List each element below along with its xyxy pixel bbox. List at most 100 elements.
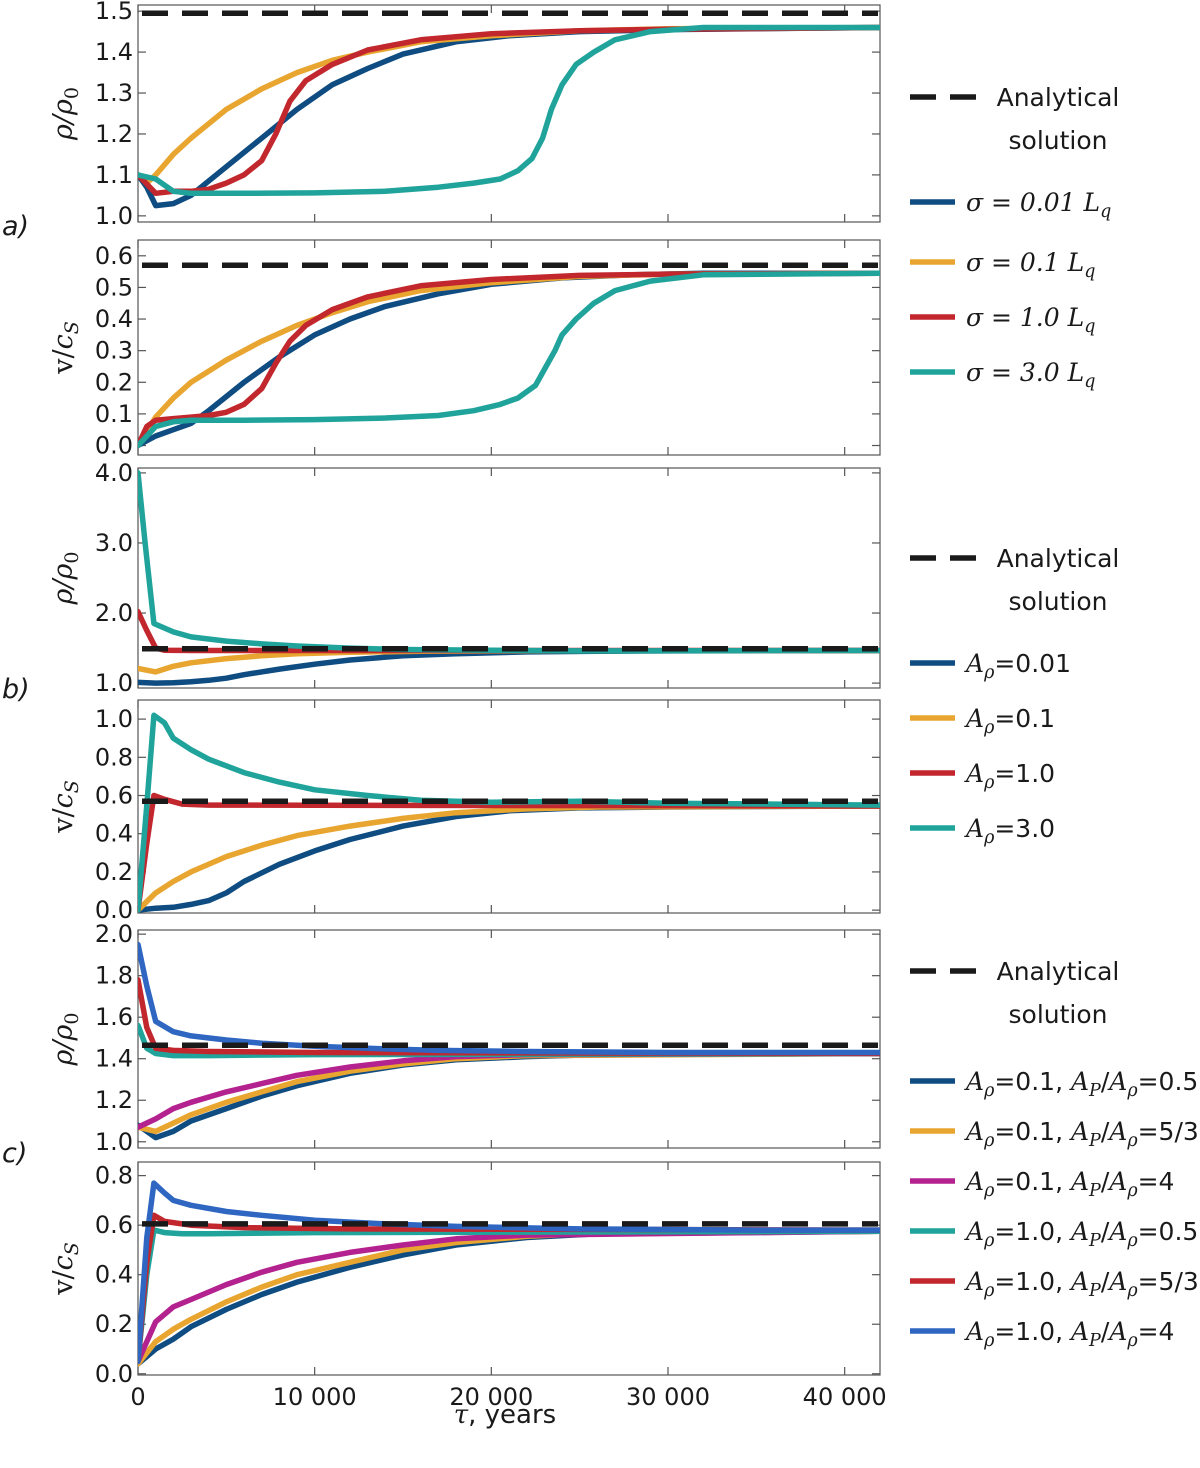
group-label: b): [2, 674, 30, 705]
legend-label: Analytical: [997, 544, 1120, 573]
legend-label: σ = 0.1 Lq​: [966, 248, 1095, 282]
legend-item: Analytical solution: [910, 957, 1119, 1029]
series-line: [138, 1227, 880, 1365]
y-tick-label: 2.0: [95, 599, 133, 627]
series-line: [138, 1228, 880, 1365]
y-tick-label: 0.5: [95, 273, 133, 301]
series-line: [138, 803, 880, 913]
legend-item: σ = 0.1 Lq​: [910, 248, 1095, 282]
y-tick-label: 1.1: [95, 161, 133, 189]
group-label: a): [2, 211, 29, 242]
series-group: [138, 470, 880, 686]
series-line: [138, 24, 880, 186]
y-tick-label: 0.8: [95, 1162, 133, 1190]
panel-frame: [137, 929, 881, 1149]
y-tick-label: 1.5: [95, 0, 133, 25]
legend-label: Aρ​=1.0, AP​/Aρ​=0.5: [964, 1217, 1198, 1251]
y-tick-label: 1.0: [95, 202, 133, 230]
legend-label: σ = 1.0 Lq​: [966, 303, 1095, 337]
y-tick-label: 1.0: [95, 705, 133, 733]
x-tick-label: 30 000: [626, 1383, 710, 1411]
panel-c-velocity: 0.0 0.2 0.4 0.6 0.8 v/cS: [48, 1161, 881, 1388]
series-line: [138, 24, 880, 209]
labels-layer: τ, years 0 10 000 20 000 30 000 40 000 a) b) c): [2, 211, 887, 1430]
x-tick-label: 0: [130, 1383, 145, 1411]
legend-label: solution: [1009, 1000, 1108, 1029]
y-axis-label: v/cS: [48, 780, 83, 834]
legend-0: Analytical solution σ = 0.01 Lq​ σ = 0.1 Lq…: [910, 83, 1119, 392]
x-tick-label: 40 000: [803, 1383, 887, 1411]
legend-label: Analytical: [997, 957, 1120, 986]
y-tick-label: 1.2: [95, 120, 133, 148]
legend-item: Aρ​=1.0: [910, 759, 1055, 793]
legend-item: Aρ​=0.1: [910, 704, 1055, 738]
legend-label: Aρ​=0.1, AP​/Aρ​=0.5: [964, 1067, 1198, 1101]
series-group: [138, 712, 880, 913]
series-line: [138, 803, 880, 913]
y-tick-label: 0.6: [95, 1211, 133, 1239]
panel-a-velocity: 0.0 0.1 0.2 0.3 0.4 0.5 0.6 v/cS: [48, 239, 881, 460]
legend-label: Aρ​=1.0, AP​/Aρ​=5/3: [964, 1267, 1199, 1301]
legend-item: σ = 1.0 Lq​: [910, 303, 1095, 337]
panel-a-density: 1.0 1.1 1.2 1.3 1.4 1.5 ρ/ρ0: [48, 0, 881, 230]
series-line: [138, 941, 880, 1056]
series-line: [138, 470, 880, 654]
series-group: [138, 10, 880, 209]
series-line: [138, 270, 880, 449]
panel-frame: [137, 467, 881, 689]
legend-label: Aρ​=0.1, AP​/Aρ​=4: [964, 1167, 1174, 1201]
legend-label: solution: [1009, 126, 1108, 155]
series-group: [138, 1180, 880, 1367]
legend-item: Aρ​=1.0, AP​/Aρ​=0.5: [910, 1217, 1198, 1251]
y-axis-label: ρ/ρ0: [48, 1013, 83, 1067]
y-tick-label: 0.6: [95, 242, 133, 270]
y-tick-label: 0.1: [95, 400, 133, 428]
legend-item: Aρ​=0.1, AP​/Aρ​=4: [910, 1167, 1174, 1201]
series-line: [138, 1228, 880, 1367]
legend-item: Analytical solution: [910, 83, 1119, 155]
legends-layer: Analytical solution σ = 0.01 Lq​ σ = 0.1 Lq…: [910, 83, 1199, 1351]
y-tick-label: 3.0: [95, 529, 133, 557]
y-tick-label: 1.3: [95, 79, 133, 107]
legend-label: Aρ​=0.1, AP​/Aρ​=5/3: [964, 1117, 1199, 1151]
legend-item: Aρ​=0.01: [910, 649, 1071, 683]
y-tick-label: 1.0: [95, 1128, 133, 1156]
series-group: [138, 262, 880, 449]
y-tick-label: 0.6: [95, 782, 133, 810]
panel-b-velocity: 0.0 0.2 0.4 0.6 0.8 1.0 v/cS: [48, 699, 881, 924]
y-tick-label: 0.0: [95, 1360, 133, 1388]
series-line: [138, 24, 880, 197]
legend-item: Aρ​=0.1, AP​/Aρ​=5/3: [910, 1117, 1199, 1151]
legend-1: Analytical solution Aρ​=0.01 Aρ​=0.1 Aρ​=1.0…: [910, 544, 1119, 848]
legend-label: σ = 0.01 Lq​: [966, 188, 1111, 222]
y-tick-label: 0.4: [95, 820, 133, 848]
y-tick-label: 0.2: [95, 368, 133, 396]
y-tick-label: 1.0: [95, 669, 133, 697]
y-tick-label: 1.4: [95, 1045, 133, 1073]
legend-item: σ = 3.0 Lq​: [910, 358, 1095, 392]
panel-frame: [137, 4, 881, 223]
legend-item: Aρ​=1.0, AP​/Aρ​=4: [910, 1317, 1174, 1351]
series-line: [138, 1050, 880, 1135]
legend-label: Aρ​=0.01: [964, 649, 1071, 683]
legend-item: σ = 0.01 Lq​: [910, 188, 1111, 222]
legend-2: Analytical solution Aρ​=0.1, AP​/Aρ​=0.5 Aρ…: [910, 957, 1199, 1351]
legend-label: solution: [1009, 587, 1108, 616]
series-line: [138, 1050, 880, 1130]
y-tick-label: 0.0: [95, 432, 133, 460]
y-tick-label: 1.8: [95, 962, 133, 990]
panel-c-density: 1.0 1.2 1.4 1.6 1.8 2.0 ρ/ρ0: [48, 920, 881, 1156]
legend-label: Aρ​=1.0: [964, 759, 1055, 793]
legend-label: Analytical: [997, 83, 1120, 112]
y-tick-label: 0.2: [95, 1310, 133, 1338]
series-line: [138, 1180, 880, 1365]
y-tick-label: 2.0: [95, 920, 133, 948]
series-group: [138, 941, 880, 1141]
y-tick-label: 0.2: [95, 858, 133, 886]
y-tick-label: 1.4: [95, 38, 133, 66]
legend-item: Aρ​=0.1, AP​/Aρ​=0.5: [910, 1067, 1198, 1101]
panel-frame: [137, 1161, 881, 1376]
y-tick-label: 0.8: [95, 743, 133, 771]
legend-label: Aρ​=1.0, AP​/Aρ​=4: [964, 1317, 1174, 1351]
